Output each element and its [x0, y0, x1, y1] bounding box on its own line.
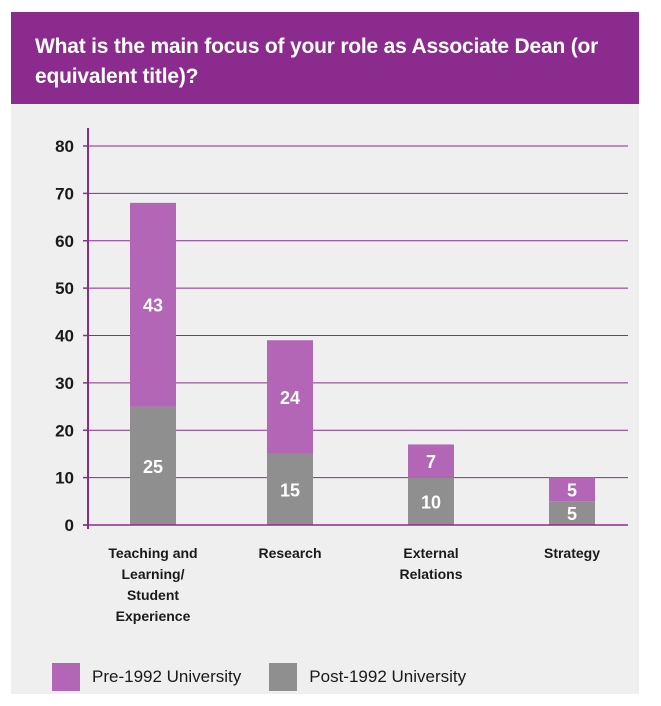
chart-title: What is the main focus of your role as A…	[35, 35, 599, 88]
bar-post-1992-external-relations	[408, 477, 454, 525]
x-category-label-external-relations: External	[403, 545, 458, 561]
y-tick-label-40: 40	[55, 327, 74, 346]
x-category-label-teaching-and-learning-student-experience: Experience	[116, 608, 191, 624]
legend-swatch-pre-1992	[52, 663, 80, 691]
bar-pre-1992-research	[267, 340, 313, 454]
y-tick-label-0: 0	[65, 516, 74, 535]
y-tick-label-30: 30	[55, 374, 74, 393]
legend-label-pre-1992: Pre-1992 University	[92, 667, 242, 686]
data-label-post-1992-teaching-and-learning-student-experience: 25	[143, 457, 163, 477]
data-label-pre-1992-teaching-and-learning-student-experience: 43	[143, 296, 163, 316]
bar-post-1992-research	[267, 453, 313, 525]
x-category-label-teaching-and-learning-student-experience: Learning/	[121, 566, 184, 582]
bar-post-1992-strategy	[549, 501, 595, 525]
y-tick-label-10: 10	[55, 469, 74, 488]
x-category-label-teaching-and-learning-student-experience: Student	[127, 587, 179, 603]
chart-header: What is the main focus of your role as A…	[11, 12, 639, 104]
y-tick-label-70: 70	[55, 184, 74, 203]
data-label-post-1992-research: 15	[280, 480, 300, 500]
legend-item-post-1992: Post-1992 University	[269, 663, 466, 691]
x-category-label-teaching-and-learning-student-experience: Teaching and	[108, 545, 197, 561]
bar-pre-1992-strategy	[549, 477, 595, 502]
data-label-pre-1992-external-relations: 7	[426, 452, 436, 472]
chart-legend: Pre-1992 University Post-1992 University	[52, 663, 494, 691]
data-label-post-1992-external-relations: 10	[421, 492, 441, 512]
legend-swatch-post-1992	[269, 663, 298, 691]
legend-item-pre-1992: Pre-1992 University	[52, 663, 241, 691]
bar-pre-1992-external-relations	[408, 444, 454, 478]
x-category-label-external-relations: Relations	[399, 566, 462, 582]
data-label-post-1992-strategy: 5	[567, 504, 577, 524]
x-category-label-strategy: Strategy	[544, 545, 600, 561]
chart-card: What is the main focus of your role as A…	[11, 12, 639, 694]
bar-pre-1992-teaching-and-learning-student-experience	[130, 202, 176, 407]
stacked-bar-chart: 0 10 20 30 40 50 60 70 80 25 43 Teaching and Learnin…	[55, 128, 628, 624]
x-category-label-research: Research	[258, 545, 321, 561]
legend-label-post-1992: Post-1992 University	[309, 667, 467, 686]
y-tick-label-20: 20	[55, 421, 74, 440]
bar-post-1992-teaching-and-learning-student-experience	[130, 406, 176, 525]
data-label-pre-1992-research: 24	[280, 388, 300, 408]
y-tick-label-60: 60	[55, 232, 74, 251]
y-tick-label-80: 80	[55, 137, 74, 156]
data-label-pre-1992-strategy: 5	[567, 480, 577, 500]
y-tick-label-50: 50	[55, 279, 74, 298]
